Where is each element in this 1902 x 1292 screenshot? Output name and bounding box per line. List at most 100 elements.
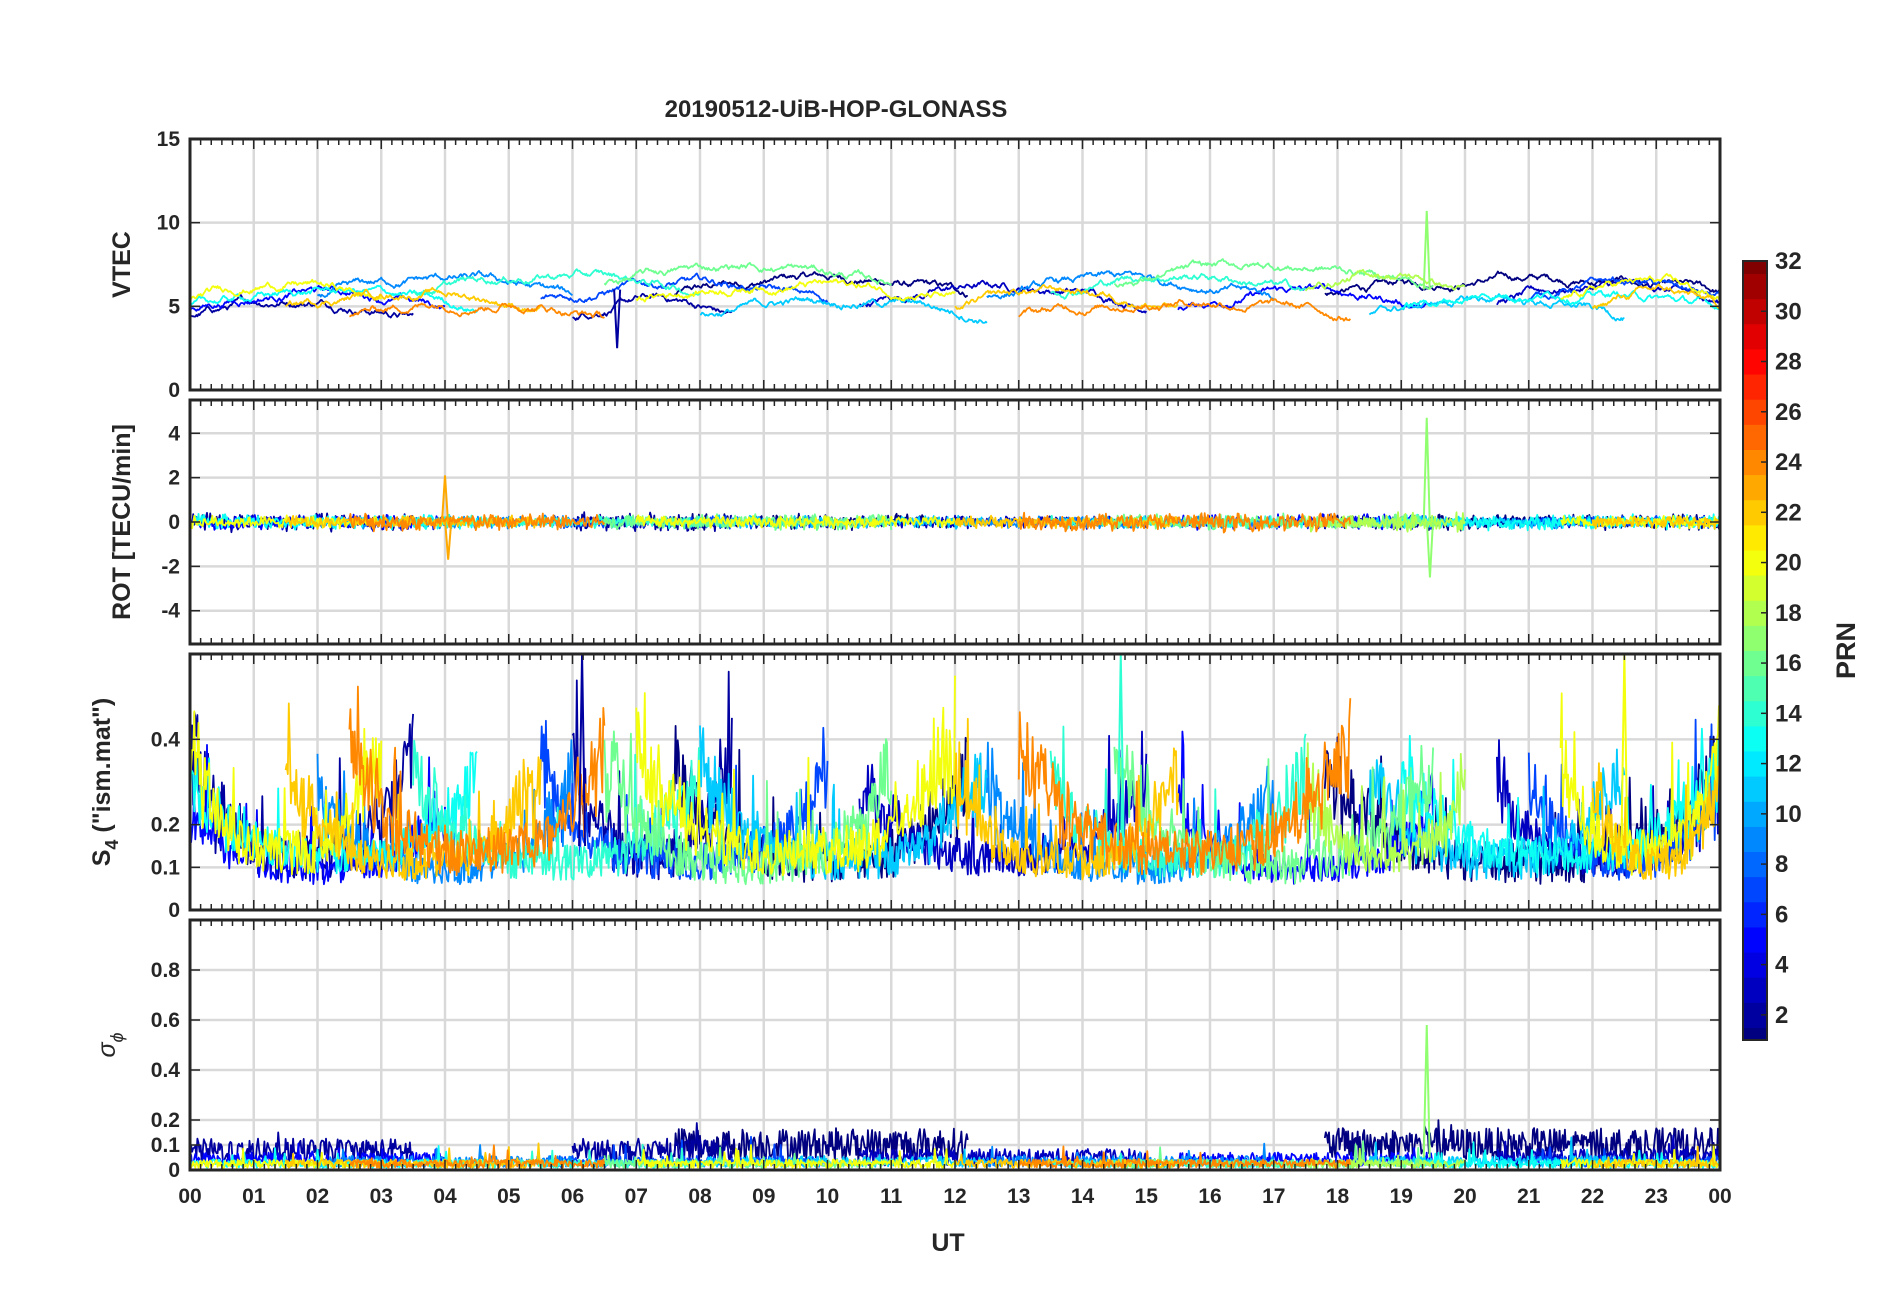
colorbar-bin xyxy=(1743,876,1767,903)
colorbar-bin xyxy=(1743,1027,1767,1041)
x-tick-label: 20 xyxy=(1453,1185,1476,1208)
x-tick-label: 15 xyxy=(1135,1185,1159,1208)
y-tick-label: 0.4 xyxy=(151,1059,181,1082)
series-line-prn-24 xyxy=(349,302,605,319)
series-line-prn-13 xyxy=(190,284,478,313)
series-line-prn-2 xyxy=(190,294,414,319)
colorbar-tick-label: 26 xyxy=(1775,399,1802,426)
series-line-prn-9 xyxy=(986,270,1275,301)
ticks-rot xyxy=(189,400,1721,644)
y-tick-label: 2 xyxy=(168,467,180,490)
chart-title: 20190512-UiB-HOP-GLONASS xyxy=(665,96,1008,123)
colorbar-tick-label: 10 xyxy=(1775,801,1802,828)
series-line-prn-16 xyxy=(603,261,893,286)
series-line-prn-7 xyxy=(1528,276,1720,301)
y-axis-label-sigphi: σϕ xyxy=(93,1032,127,1057)
colorbar-tick-label: 2 xyxy=(1775,1002,1788,1029)
series-line-prn-2 xyxy=(571,1122,733,1165)
series-s4 xyxy=(190,654,1720,886)
y-tick-label: 0.2 xyxy=(151,814,180,837)
colorbar-tick-label: 14 xyxy=(1775,700,1802,727)
series-line-prn-14 xyxy=(412,268,701,297)
series-line-prn-3 xyxy=(858,1148,1148,1167)
series-line-prn-18 xyxy=(1304,742,1466,873)
colorbar-tick-label: 18 xyxy=(1775,600,1802,627)
y-tick-label: 0 xyxy=(168,511,180,534)
series-line-prn-20 xyxy=(635,675,956,877)
series-line-prn-1 xyxy=(1323,1119,1720,1162)
x-tick-label: 11 xyxy=(880,1185,903,1208)
series-line-prn-22 xyxy=(954,717,1179,881)
colorbar-tick-label: 28 xyxy=(1775,349,1802,376)
series-line-prn-22 xyxy=(284,286,542,313)
feature-spike xyxy=(1422,1024,1431,1158)
colorbar-tick-label: 8 xyxy=(1775,851,1788,878)
series-line-prn-22 xyxy=(1591,727,1720,880)
feature-spike xyxy=(578,654,587,847)
series-rot xyxy=(190,417,1720,578)
series-line-prn-11 xyxy=(699,1148,988,1168)
feature-spike xyxy=(1620,654,1629,847)
ticks-s4 xyxy=(189,654,1721,911)
feature-spike xyxy=(1116,654,1125,847)
series-line-prn-14 xyxy=(412,739,701,881)
series-line-prn-20 xyxy=(190,278,383,301)
colorbar-tick-label: 22 xyxy=(1775,499,1802,526)
x-tick-label: 22 xyxy=(1581,1185,1604,1208)
x-tick-label: 12 xyxy=(943,1185,966,1208)
y-tick-label: 0 xyxy=(168,1159,180,1182)
x-tick-label: 14 xyxy=(1071,1185,1095,1208)
ticks-sigphi xyxy=(189,920,1721,1171)
series-line-prn-20 xyxy=(1560,272,1720,301)
y-axis-label-vtec: VTEC xyxy=(108,231,136,298)
x-tick-label: 23 xyxy=(1645,1185,1668,1208)
series-line-prn-11 xyxy=(700,296,988,324)
y-tick-label: -2 xyxy=(161,555,180,578)
series-line-prn-3 xyxy=(1496,739,1720,877)
colorbar-label: PRN xyxy=(1831,622,1861,679)
y-tick-label: -4 xyxy=(161,600,180,623)
x-tick-label: 17 xyxy=(1262,1185,1285,1208)
colorbar-bin xyxy=(1743,826,1767,853)
series-vtec xyxy=(190,210,1720,349)
y-tick-label: 0.8 xyxy=(151,959,181,982)
y-axis-label-s4: S4 ("ism.mat") xyxy=(88,698,122,867)
x-tick-label: 05 xyxy=(497,1185,521,1208)
y-tick-label: 0 xyxy=(168,899,180,922)
colorbar-bin xyxy=(1743,625,1767,651)
y-tick-label: 0.1 xyxy=(151,1134,181,1157)
colorbar-bin xyxy=(1743,575,1767,601)
colorbar-bin xyxy=(1743,725,1767,752)
x-tick-label: 07 xyxy=(625,1185,648,1208)
feature-spike xyxy=(1422,417,1431,523)
y-tick-label: 10 xyxy=(157,212,180,235)
x-tick-label: 00 xyxy=(1708,1185,1731,1208)
x-tick-label: 04 xyxy=(433,1185,457,1208)
series-line-prn-18 xyxy=(1304,268,1466,292)
colorbar-tick-label: 16 xyxy=(1775,650,1802,677)
feature-spike xyxy=(613,289,622,349)
series-line-prn-14 xyxy=(1050,272,1306,300)
series-line-prn-9 xyxy=(316,269,573,299)
x-tick-label: 06 xyxy=(561,1185,584,1208)
x-tick-label: 19 xyxy=(1390,1185,1413,1208)
x-tick-label: 08 xyxy=(688,1185,712,1208)
series-line-prn-22 xyxy=(284,702,542,881)
series-line-prn-24 xyxy=(348,685,606,876)
x-tick-label: 10 xyxy=(816,1185,839,1208)
ticks-vtec xyxy=(189,138,1721,391)
series-line-prn-13 xyxy=(190,513,478,531)
panel-rot: -4 -2 0 2 4 ROT [TECU/min] xyxy=(108,398,1722,646)
x-axis-label: UT xyxy=(931,1229,964,1257)
colorbar-bin xyxy=(1743,261,1767,275)
feature-spike xyxy=(441,475,449,523)
series-line-prn-1 xyxy=(674,271,968,298)
colorbar-tick-label: 20 xyxy=(1775,550,1802,577)
series-line-prn-24 xyxy=(1017,698,1352,876)
y-tick-label: 0.2 xyxy=(151,1109,180,1132)
colorbar-tick-label: 4 xyxy=(1775,952,1789,979)
